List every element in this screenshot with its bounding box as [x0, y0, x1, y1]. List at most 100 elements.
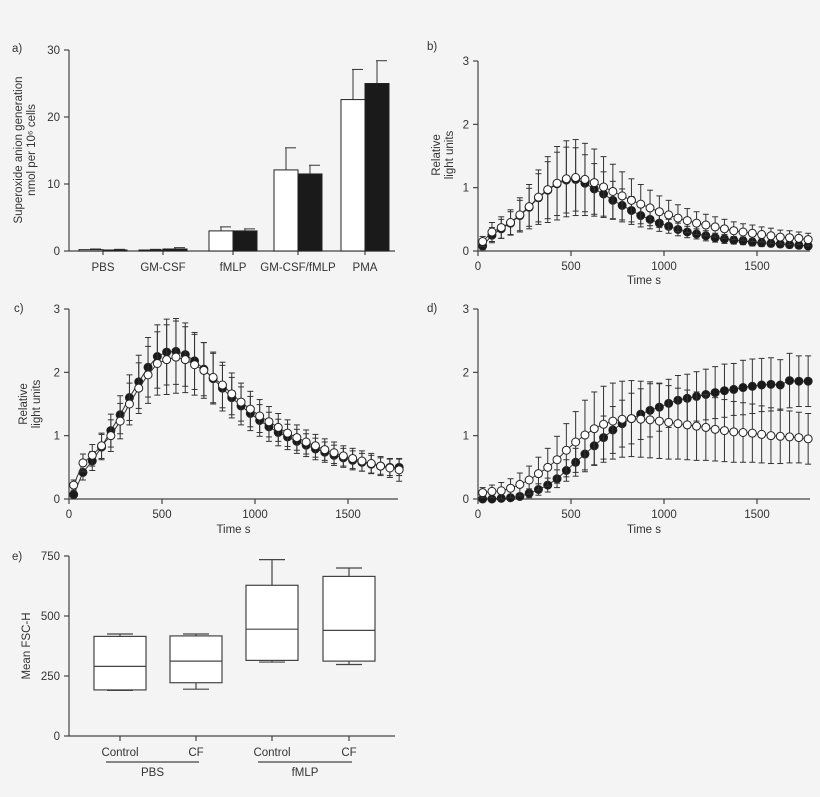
data-point-open [710, 222, 720, 232]
data-point-open [701, 220, 711, 230]
data-point-open [394, 465, 404, 475]
data-point-open [626, 195, 636, 205]
data-point-open [543, 462, 553, 472]
panel-a-bar-chart: 0 10 20 30 a) PBS GM-CSF fMLP GM-CSF/fMLP PMA Supe… [12, 43, 395, 274]
box [245, 558, 299, 663]
y-axis-title-line: nmol per 10⁶ cells [26, 104, 38, 196]
data-point-open [478, 237, 488, 246]
data-point-open [292, 433, 302, 443]
data-point-open [496, 486, 506, 496]
data-point-open [561, 174, 571, 184]
data-point-open [757, 429, 767, 439]
data-point-open [682, 216, 692, 226]
data-point-filled [738, 383, 748, 393]
data-point-open [376, 461, 386, 471]
data-point-open [785, 233, 795, 243]
box-iqr [169, 635, 223, 684]
data-point-open [152, 358, 162, 368]
data-point-open [785, 432, 795, 442]
data-point-open [719, 224, 729, 234]
x-tick-label: 0 [475, 261, 481, 273]
data-point-open [283, 428, 293, 438]
box [169, 633, 223, 690]
series-open [478, 139, 813, 248]
data-point-open [766, 431, 776, 441]
data-point-filled [710, 388, 720, 398]
data-point-filled [785, 376, 795, 386]
data-point-open [580, 174, 590, 184]
data-point-filled [766, 379, 776, 389]
data-point-open [794, 233, 804, 243]
box [322, 567, 376, 666]
box-iqr [245, 584, 299, 662]
bar-open [138, 249, 164, 252]
data-point-open [552, 178, 562, 188]
y-tick-label: 0 [463, 494, 469, 506]
data-point-open [757, 230, 767, 240]
data-point-open [533, 469, 543, 479]
group-label: fMLP [292, 767, 319, 779]
data-point-open [69, 480, 79, 490]
data-point-open [524, 202, 534, 212]
bar-filled [232, 230, 258, 252]
data-point-open [273, 422, 283, 432]
data-point-open [515, 479, 525, 489]
data-point-open [608, 186, 618, 196]
data-point-open [589, 424, 599, 434]
data-point-open [87, 450, 97, 460]
data-point-open [310, 441, 320, 451]
data-point-open [608, 416, 618, 426]
data-point-open [366, 459, 376, 469]
data-point-open [524, 475, 534, 485]
x-tick-label: 1000 [651, 261, 677, 273]
data-point-open [701, 422, 711, 432]
x-tick-label: 0 [475, 509, 481, 521]
panel-b-line-chart: 0 1 2 3 b) 0 500 1000 1500 Time s Relativelight un… [427, 41, 813, 287]
y-axis-title-line: light units [31, 379, 43, 428]
y-tick-label: 2 [54, 367, 60, 379]
data-point-open [385, 463, 395, 473]
data-point-open [115, 416, 125, 426]
data-point-open [134, 383, 144, 393]
data-point-open [775, 431, 785, 441]
data-point-filled [719, 386, 729, 396]
data-point-open [682, 420, 692, 430]
x-tick-label: GM-CSF/fMLP [260, 262, 336, 274]
data-point-filled [757, 380, 767, 390]
y-axis-title-line: Superoxide anion generation [13, 76, 25, 223]
bar-filled [162, 248, 188, 252]
y-tick-label: 750 [41, 551, 60, 563]
data-point-open [264, 417, 274, 427]
y-tick-label: 2 [463, 367, 469, 379]
data-point-open [301, 437, 311, 447]
x-tick-label: Control [101, 747, 138, 759]
data-point-filled [794, 376, 804, 386]
bar-open [78, 249, 104, 252]
data-point-open [255, 411, 265, 421]
data-point-open [645, 203, 655, 213]
panel-c-line-chart: 0 1 2 3 c) 0 500 1000 1500 Time s Relativelight un… [14, 303, 404, 536]
data-point-open [654, 207, 664, 217]
panel-label: c) [14, 303, 24, 315]
y-axis-title-line: light units [444, 130, 456, 179]
y-tick-label: 250 [41, 671, 60, 683]
y-tick-label: 0 [54, 246, 60, 258]
data-point-open [124, 399, 134, 409]
bar-open [340, 99, 366, 252]
data-point-open [487, 486, 497, 496]
y-tick-label: 3 [463, 56, 469, 68]
data-point-open [338, 451, 348, 461]
data-point-open [533, 192, 543, 202]
y-tick-label: 10 [47, 179, 60, 191]
data-point-open [357, 456, 367, 466]
y-axis-title: Mean FSC-H [21, 612, 33, 679]
y-tick-label: 3 [54, 304, 60, 316]
data-point-filled [775, 380, 785, 390]
data-point-open [617, 191, 627, 201]
data-point-open [78, 458, 88, 468]
data-point-open [747, 428, 757, 438]
data-point-open [171, 352, 181, 362]
data-point-filled [729, 384, 739, 394]
data-point-open [664, 417, 674, 427]
box [93, 633, 147, 692]
